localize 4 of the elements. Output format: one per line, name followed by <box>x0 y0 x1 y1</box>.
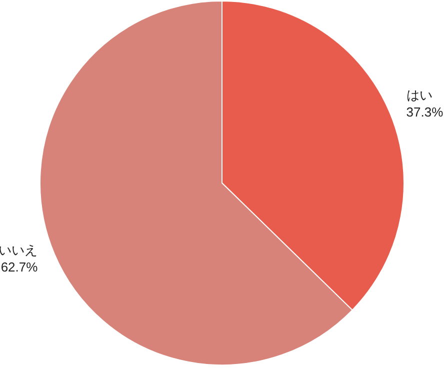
slice-label: いいえ <box>0 242 38 258</box>
data-label: 62.7% <box>0 260 38 275</box>
slice-label: はい <box>406 87 432 102</box>
data-label: 37.3% <box>406 104 444 120</box>
